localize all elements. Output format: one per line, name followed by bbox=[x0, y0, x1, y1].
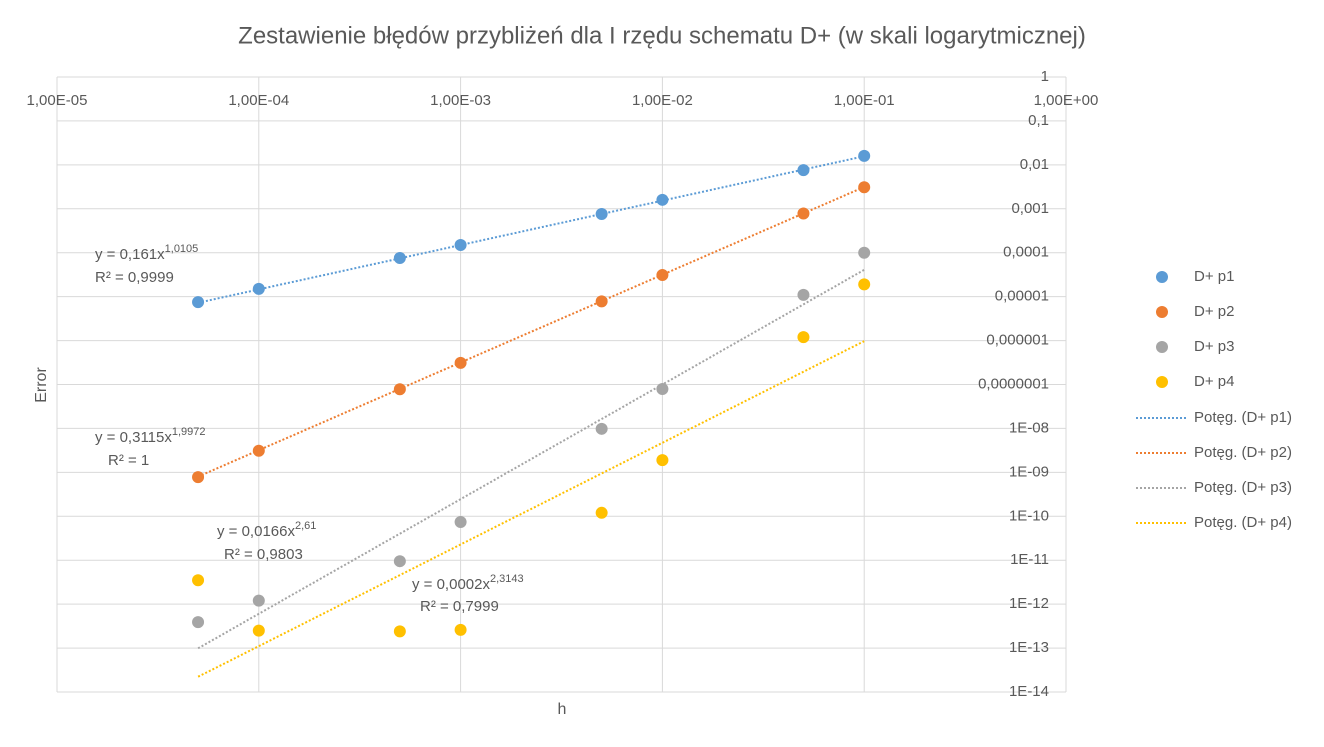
y-tick-label: 0,0001 bbox=[1003, 244, 1049, 261]
r-squared: R² = 1 bbox=[108, 452, 149, 469]
trendline bbox=[197, 186, 865, 478]
point bbox=[858, 149, 871, 162]
point bbox=[656, 269, 669, 282]
point bbox=[595, 506, 608, 519]
y-axis-title: Error bbox=[33, 367, 50, 403]
point bbox=[454, 623, 467, 636]
y-tick-label: 1E-13 bbox=[1009, 639, 1049, 656]
legend-marker bbox=[1156, 341, 1168, 353]
point bbox=[595, 208, 608, 221]
point bbox=[858, 246, 871, 259]
legend-label: Potęg. (D+ p4) bbox=[1194, 514, 1292, 531]
point bbox=[858, 278, 871, 291]
trendline-equation: y = 0,0166x2,61 bbox=[217, 520, 316, 540]
point bbox=[797, 331, 810, 344]
y-tick-label: 1E-14 bbox=[1009, 683, 1049, 700]
chart-title: Zestawienie błędów przybliżeń dla I rzęd… bbox=[238, 22, 1086, 49]
legend-marker bbox=[1156, 376, 1168, 388]
x-tick-label: 1,00E-04 bbox=[228, 92, 289, 109]
trendline-equation: y = 0,3115x1,9972 bbox=[95, 426, 206, 446]
r-squared: R² = 0,7999 bbox=[420, 598, 499, 615]
point bbox=[454, 238, 467, 251]
legend-label: Potęg. (D+ p1) bbox=[1194, 409, 1292, 426]
point bbox=[656, 382, 669, 395]
point bbox=[595, 422, 608, 435]
r-squared: R² = 0,9803 bbox=[224, 546, 303, 563]
y-tick-label: 0,001 bbox=[1011, 200, 1049, 217]
point bbox=[797, 207, 810, 220]
legend-marker bbox=[1156, 306, 1168, 318]
equation-exponent: 1,0105 bbox=[165, 243, 199, 255]
point bbox=[393, 625, 406, 638]
point bbox=[192, 471, 205, 484]
x-axis-title: h bbox=[558, 701, 567, 718]
point bbox=[252, 624, 265, 637]
point bbox=[797, 288, 810, 301]
point bbox=[192, 616, 205, 629]
trendline-equation: y = 0,161x1,0105 bbox=[95, 243, 198, 263]
equation-exponent: 2,3143 bbox=[490, 573, 524, 585]
legend-label: Potęg. (D+ p3) bbox=[1194, 479, 1292, 496]
equation-exponent: 2,61 bbox=[295, 520, 316, 532]
point bbox=[858, 181, 871, 194]
trendline bbox=[197, 155, 865, 304]
trendline bbox=[197, 268, 865, 650]
point bbox=[252, 444, 265, 457]
point bbox=[656, 454, 669, 467]
point bbox=[454, 516, 467, 529]
equation-text: y = 0,0166x bbox=[217, 523, 295, 540]
point bbox=[252, 594, 265, 607]
y-tick-label: 1E-11 bbox=[1010, 551, 1049, 568]
y-tick-label: 1E-08 bbox=[1009, 419, 1049, 436]
legend-label: D+ p3 bbox=[1194, 338, 1234, 355]
legend-label: D+ p4 bbox=[1194, 373, 1234, 390]
x-tick-label: 1,00E-01 bbox=[834, 92, 895, 109]
point bbox=[656, 193, 669, 206]
point bbox=[252, 282, 265, 295]
y-tick-label: 0,1 bbox=[1028, 112, 1049, 129]
legend-label: D+ p1 bbox=[1194, 268, 1234, 285]
y-tick-label: 1E-12 bbox=[1009, 595, 1049, 612]
equation-exponent: 1,9972 bbox=[172, 426, 206, 438]
y-tick-label: 0,0000001 bbox=[978, 375, 1049, 392]
y-tick-label: 1E-09 bbox=[1009, 463, 1049, 480]
point bbox=[192, 296, 205, 309]
x-tick-label: 1,00E+00 bbox=[1034, 92, 1099, 109]
point bbox=[393, 555, 406, 568]
equation-text: y = 0,0002x bbox=[412, 576, 490, 593]
x-tick-label: 1,00E-03 bbox=[430, 92, 491, 109]
point bbox=[797, 164, 810, 177]
y-tick-label: 0,01 bbox=[1020, 156, 1049, 173]
y-tick-label: 0,000001 bbox=[986, 332, 1049, 349]
r-squared: R² = 0,9999 bbox=[95, 269, 174, 286]
point bbox=[393, 383, 406, 396]
legend-marker bbox=[1156, 271, 1168, 283]
y-tick-label: 0,00001 bbox=[995, 288, 1049, 305]
equation-text: y = 0,161x bbox=[95, 246, 165, 263]
trendline-equation: y = 0,0002x2,3143 bbox=[412, 573, 524, 593]
y-tick-label: 1E-10 bbox=[1009, 507, 1049, 524]
y-tick-label: 1 bbox=[1041, 68, 1049, 85]
point bbox=[192, 574, 205, 587]
equation-text: y = 0,3115x bbox=[95, 429, 172, 446]
legend-label: Potęg. (D+ p2) bbox=[1194, 444, 1292, 461]
x-tick-label: 1,00E-05 bbox=[27, 92, 88, 109]
trendline bbox=[197, 340, 865, 678]
point bbox=[393, 251, 406, 264]
point bbox=[454, 356, 467, 369]
x-tick-label: 1,00E-02 bbox=[632, 92, 693, 109]
legend-label: D+ p2 bbox=[1194, 303, 1234, 320]
point bbox=[595, 295, 608, 308]
